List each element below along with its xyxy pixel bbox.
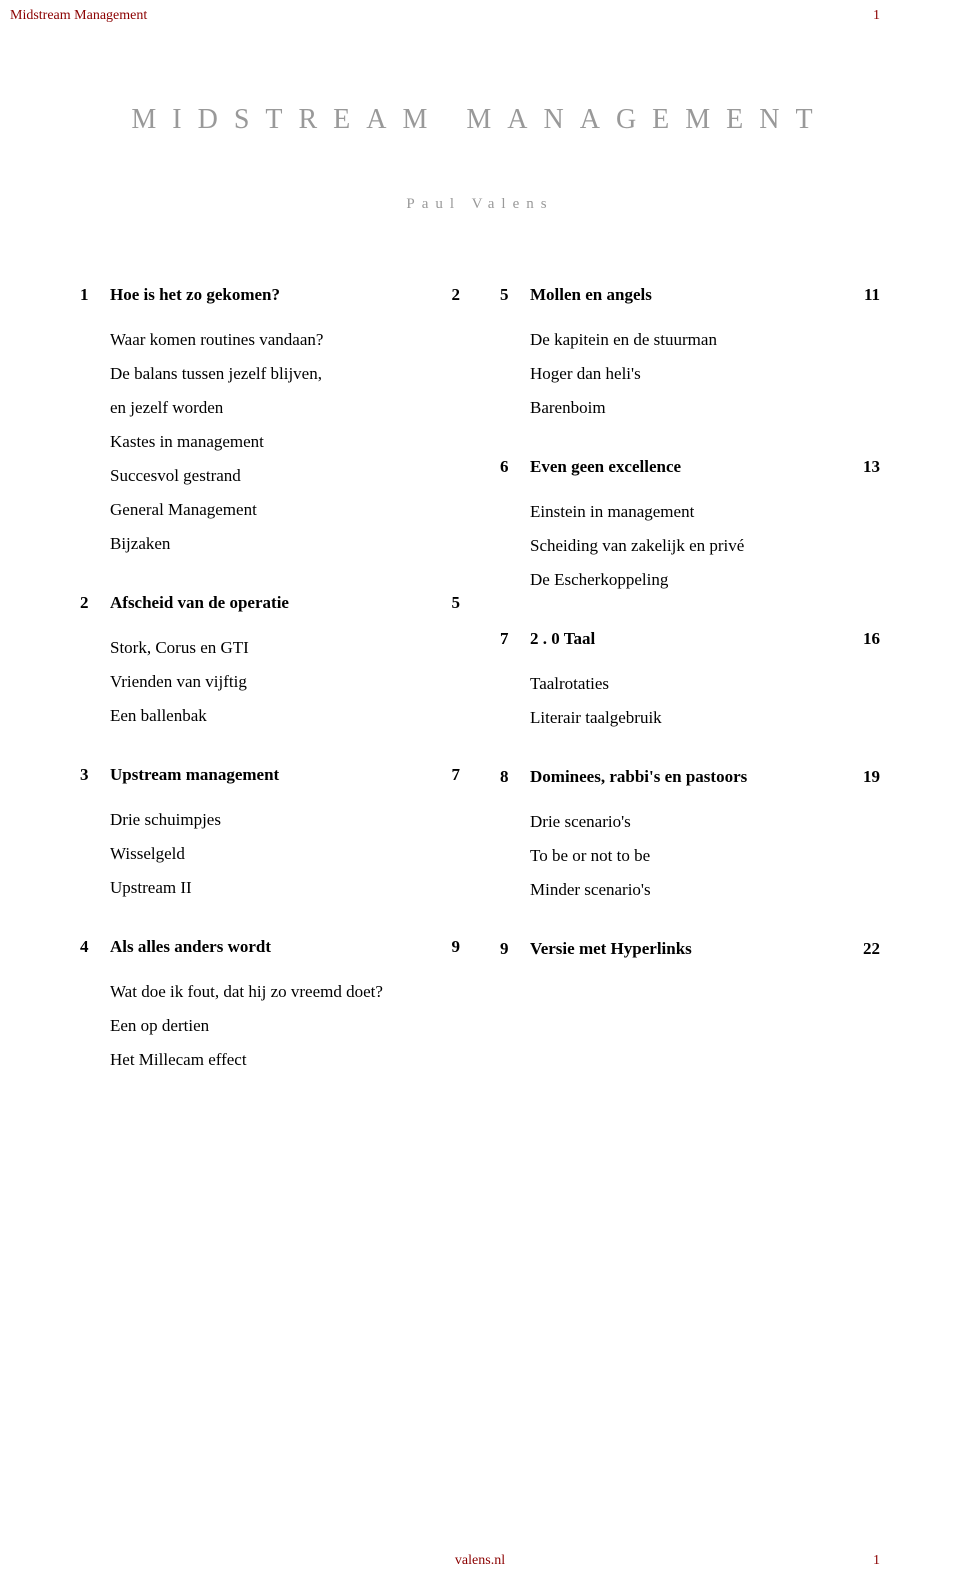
section-number: 1: [80, 285, 110, 305]
toc-section-row: 4Als alles anders wordt9: [80, 937, 460, 957]
section-subitem: Waar komen routines vandaan?: [110, 323, 460, 357]
header-left: Midstream Management: [10, 8, 147, 24]
section-page: 9: [430, 937, 460, 957]
section-number: 9: [500, 939, 530, 959]
section-page: 22: [850, 939, 880, 959]
section-title: Mollen en angels: [530, 285, 850, 305]
section-subitem: Bijzaken: [110, 527, 460, 561]
toc-section-row: 9Versie met Hyperlinks22: [500, 939, 880, 959]
section-subitem: Barenboim: [530, 391, 880, 425]
section-page: 5: [430, 593, 460, 613]
section-subitem: Hoger dan heli's: [530, 357, 880, 391]
section-subitem: Literair taalgebruik: [530, 701, 880, 735]
section-subitems: Drie schuimpjesWisselgeldUpstream II: [110, 803, 460, 905]
section-number: 2: [80, 593, 110, 613]
section-page: 19: [850, 767, 880, 787]
section-subitem: Upstream II: [110, 871, 460, 905]
section-subitems: De kapitein en de stuurmanHoger dan heli…: [530, 323, 880, 425]
section-subitems: Stork, Corus en GTIVrienden van vijftigE…: [110, 631, 460, 733]
section-subitem: Een op dertien: [110, 1009, 460, 1043]
section-page: 16: [850, 629, 880, 649]
section-title: Even geen excellence: [530, 457, 850, 477]
section-number: 3: [80, 765, 110, 785]
toc-section-row: 72 . 0 Taal16: [500, 629, 880, 649]
section-subitem: Wat doe ik fout, dat hij zo vreemd doet?: [110, 975, 460, 1009]
toc-section-row: 3Upstream management7: [80, 765, 460, 785]
section-subitem: Het Millecam effect: [110, 1043, 460, 1077]
page-footer: valens.nl 1: [0, 1553, 960, 1569]
section-subitems: Waar komen routines vandaan?De balans tu…: [110, 323, 460, 561]
section-subitems: TaalrotatiesLiterair taalgebruik: [530, 667, 880, 735]
section-subitem: De balans tussen jezelf blijven,: [110, 357, 460, 391]
section-page: 2: [430, 285, 460, 305]
document-author: Paul Valens: [0, 196, 960, 213]
toc-section-row: 2Afscheid van de operatie5: [80, 593, 460, 613]
toc-section-row: 8Dominees, rabbi's en pastoors19: [500, 767, 880, 787]
section-subitem: Drie scenario's: [530, 805, 880, 839]
document-title: MIDSTREAM MANAGEMENT: [0, 104, 960, 136]
header-right: 1: [873, 8, 880, 24]
section-page: 7: [430, 765, 460, 785]
section-subitem: Wisselgeld: [110, 837, 460, 871]
section-page: 13: [850, 457, 880, 477]
section-title: Hoe is het zo gekomen?: [110, 285, 430, 305]
section-subitems: Wat doe ik fout, dat hij zo vreemd doet?…: [110, 975, 460, 1077]
right-column: 5Mollen en angels11 De kapitein en de stu…: [500, 253, 880, 1077]
section-number: 4: [80, 937, 110, 957]
section-number: 8: [500, 767, 530, 787]
toc-section-row: 5Mollen en angels11: [500, 285, 880, 305]
section-subitem: Stork, Corus en GTI: [110, 631, 460, 665]
section-subitem: Succesvol gestrand: [110, 459, 460, 493]
section-subitem: Minder scenario's: [530, 873, 880, 907]
section-subitem: Een ballenbak: [110, 699, 460, 733]
section-title: Als alles anders wordt: [110, 937, 430, 957]
section-number: 5: [500, 285, 530, 305]
footer-center: valens.nl: [455, 1553, 505, 1569]
section-title: Dominees, rabbi's en pastoors: [530, 767, 850, 787]
section-subitem: en jezelf worden: [110, 391, 460, 425]
section-subitem: Drie schuimpjes: [110, 803, 460, 837]
section-subitems: Einstein in managementScheiding van zake…: [530, 495, 880, 597]
section-subitem: Scheiding van zakelijk en privé: [530, 529, 880, 563]
section-page: 11: [850, 285, 880, 305]
left-column: 1Hoe is het zo gekomen?2Waar komen routi…: [80, 253, 460, 1077]
section-subitem: General Management: [110, 493, 460, 527]
section-title: Afscheid van de operatie: [110, 593, 430, 613]
section-subitems: Drie scenario'sTo be or not to beMinder …: [530, 805, 880, 907]
toc-section-row: 6Even geen excellence13: [500, 457, 880, 477]
toc-content: 1Hoe is het zo gekomen?2Waar komen routi…: [0, 253, 960, 1077]
section-title: Versie met Hyperlinks: [530, 939, 850, 959]
section-number: 7: [500, 629, 530, 649]
section-title: 2 . 0 Taal: [530, 629, 850, 649]
section-subitem: Vrienden van vijftig: [110, 665, 460, 699]
section-subitem: De kapitein en de stuurman: [530, 323, 880, 357]
section-subitem: De Escherkoppeling: [530, 563, 880, 597]
section-subitem: Einstein in management: [530, 495, 880, 529]
section-subitem: To be or not to be: [530, 839, 880, 873]
section-title: Upstream management: [110, 765, 430, 785]
toc-section-row: 1Hoe is het zo gekomen?2: [80, 285, 460, 305]
footer-right: 1: [873, 1553, 880, 1569]
page-header: Midstream Management 1: [0, 0, 960, 24]
section-subitem: Taalrotaties: [530, 667, 880, 701]
section-number: 6: [500, 457, 530, 477]
section-subitem: Kastes in management: [110, 425, 460, 459]
